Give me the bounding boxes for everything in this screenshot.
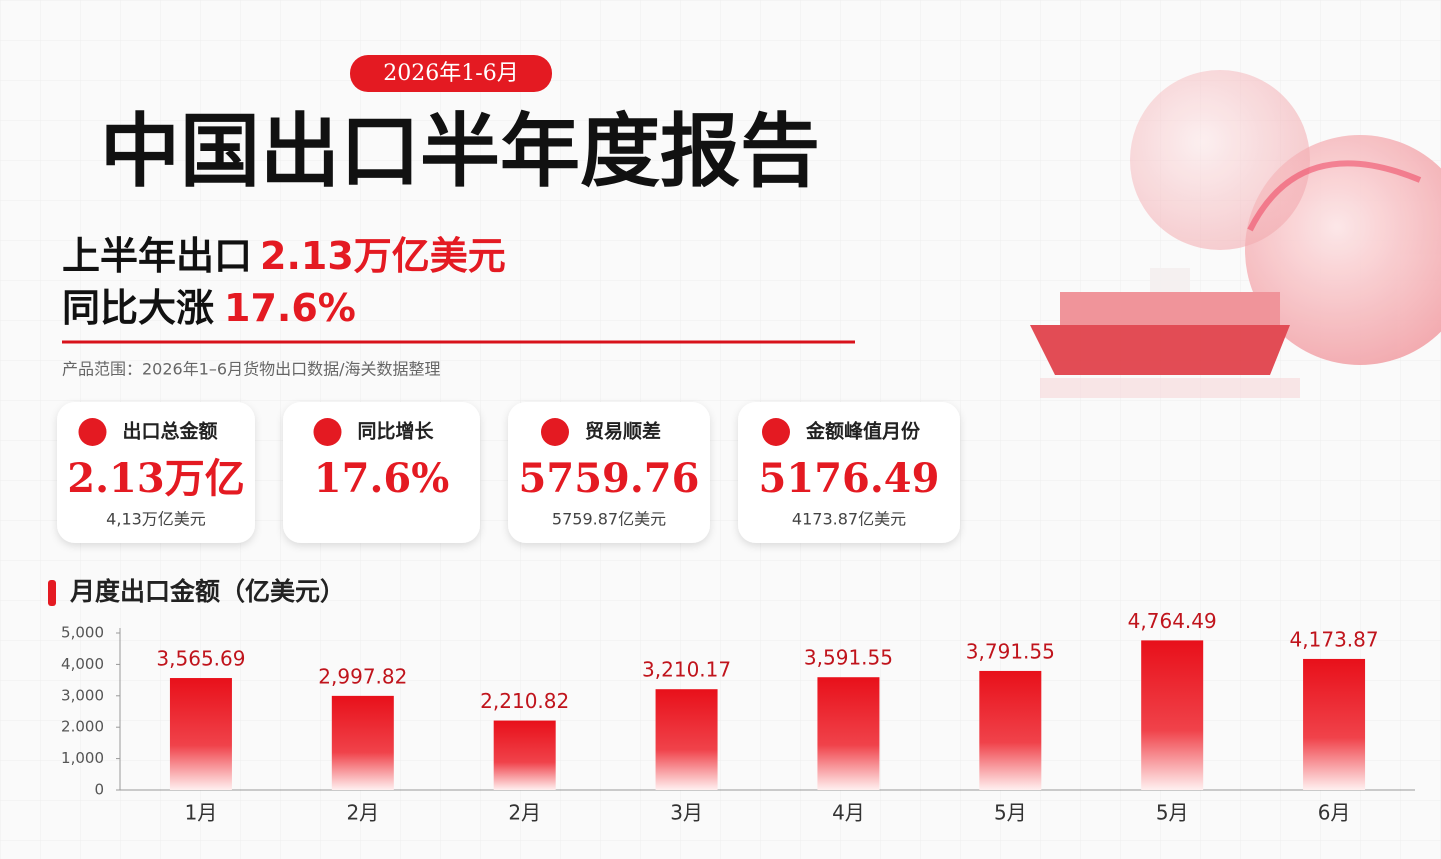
value-label: 4,173.87: [1290, 627, 1379, 651]
period-pill: [350, 55, 552, 92]
bar: [331, 695, 394, 790]
y-tick-label: 3,000: [61, 686, 104, 704]
card-value: 2.13万亿: [67, 455, 244, 502]
card-title: 出口总金额: [122, 420, 217, 443]
bar: [979, 670, 1042, 790]
stat-card: [738, 402, 960, 543]
card-note: 4,13万亿美元: [106, 510, 206, 529]
chart-title: 月度出口金额（亿美元）: [69, 577, 345, 606]
main-title: 中国出口半年度报告: [100, 105, 820, 198]
x-tick-label: 5月: [994, 801, 1027, 825]
illustration: [1030, 70, 1441, 398]
headline: 同比大涨 17.6%: [62, 286, 356, 330]
x-tick-label: 2月: [508, 801, 541, 825]
bar: [493, 720, 556, 790]
card-title: 金额峰值月份: [805, 420, 921, 443]
x-tick-label: 2月: [346, 801, 379, 825]
card-icon: [540, 418, 569, 446]
card-title: 贸易顺差: [585, 420, 661, 443]
x-tick-label: 5月: [1156, 801, 1189, 825]
value-label: 3,791.55: [966, 639, 1055, 663]
bar: [1303, 658, 1366, 790]
stat-card: [57, 402, 255, 543]
card-icon: [761, 418, 790, 446]
card-icon: [313, 418, 342, 446]
headline-highlight: 17.6%: [224, 286, 356, 330]
x-tick-label: 6月: [1318, 801, 1351, 825]
x-tick-label: 1月: [185, 801, 218, 825]
y-tick-label: 4,000: [61, 655, 104, 673]
y-tick-label: 0: [94, 781, 104, 799]
period: 2026年1-6月: [383, 61, 518, 86]
source-note: 产品范围：2026年1–6月货物出口数据/海关数据整理: [62, 360, 440, 379]
bar: [169, 678, 232, 790]
headline-text: 同比大涨: [62, 286, 214, 330]
card-note: 4173.87亿美元: [792, 510, 906, 529]
value-label: 2,210.82: [480, 689, 569, 713]
y-tick-label: 1,000: [61, 749, 104, 767]
value-label: 3,591.55: [804, 646, 893, 670]
headline-text: 上半年出口: [62, 234, 252, 278]
chart-title-marker: [48, 580, 56, 606]
value-label: 2,997.82: [318, 664, 407, 688]
bar: [1141, 640, 1204, 790]
x-tick-label: 3月: [670, 801, 703, 825]
headline-highlight: 2.13万亿美元: [260, 234, 506, 278]
card-value: 5176.49: [759, 455, 940, 502]
x-tick-label: 4月: [832, 801, 865, 825]
bar-chart: 0 1,000 2.000 3,000 4,000 5,000 1月 3,565.69 2月 2,…: [61, 609, 1379, 825]
bar: [817, 677, 880, 790]
y-tick-label: 2.000: [61, 718, 104, 736]
card-value: 5759.76: [519, 455, 700, 502]
value-label: 3,565.69: [156, 647, 245, 671]
card-icon: [78, 418, 107, 446]
value-label: 3,210.17: [642, 658, 731, 682]
bar: [655, 689, 718, 790]
card-value: 17.6%: [314, 455, 449, 502]
y-tick-label: 5,000: [61, 624, 104, 642]
cards: 出口总金额 2.13万亿 4,13万亿美元 同比增长 17.6% 贸易顺差 5759.76 5…: [57, 402, 960, 543]
card-note: 5759.87亿美元: [552, 510, 666, 529]
headline: 上半年出口 2.13万亿美元: [62, 234, 506, 278]
value-label: 4,764.49: [1128, 609, 1217, 633]
card-title: 同比增长: [357, 420, 434, 443]
